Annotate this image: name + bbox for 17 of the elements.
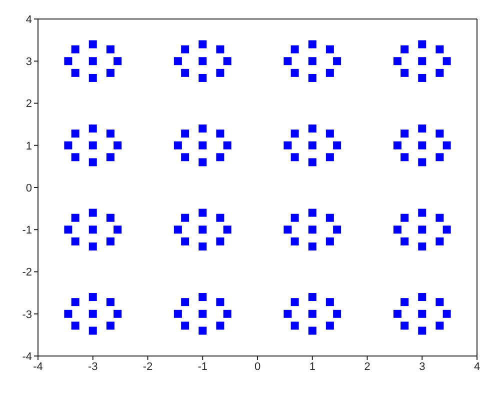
y-tick-label: 2 (26, 98, 32, 110)
x-tick-label: 3 (419, 360, 426, 373)
x-tick-label: -2 (142, 360, 153, 373)
y-tick-label: 1 (26, 140, 32, 152)
y-tick-label: 3 (26, 56, 32, 68)
x-tick-label: 0 (254, 360, 261, 373)
x-tick-label: 2 (364, 360, 370, 373)
x-tick-label: -3 (88, 360, 98, 373)
x-tick-label: -1 (198, 360, 208, 373)
x-tick-label: 1 (309, 360, 316, 373)
y-tick-label: 0 (26, 182, 32, 194)
x-tick-label: 4 (474, 360, 480, 373)
y-tick-label: -3 (22, 308, 32, 321)
y-tick-label: 4 (26, 14, 32, 26)
y-tick-label: -4 (22, 350, 32, 363)
y-tick-label: -1 (22, 224, 32, 237)
y-tick-label: -2 (22, 266, 32, 279)
